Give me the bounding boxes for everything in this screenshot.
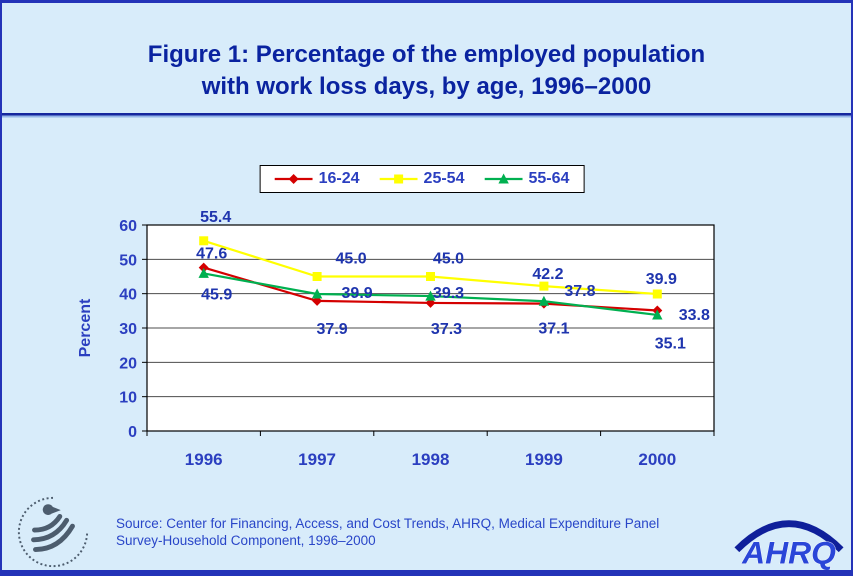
y-axis-tick-label: 30	[119, 321, 137, 338]
data-label: 37.8	[564, 283, 595, 300]
marker-square	[394, 174, 404, 184]
marker-square	[426, 272, 435, 281]
ahrq-logo-text: AHRQ	[741, 534, 836, 570]
marker-triangle	[198, 267, 209, 278]
data-label: 45.0	[433, 251, 464, 268]
data-label: 39.3	[433, 285, 464, 302]
x-axis-tick-label: 1997	[298, 450, 336, 469]
source-line2: Survey-Household Component, 1996–2000	[116, 533, 376, 548]
hhs-eagle-stripe	[33, 523, 75, 552]
marker-triangle	[425, 290, 436, 301]
title-divider-line	[2, 113, 851, 119]
hhs-eagle-head	[42, 504, 54, 515]
hhs-eagle-stripe	[32, 513, 63, 533]
x-axis-tick-label: 1998	[412, 450, 450, 469]
marker-triangle	[538, 295, 550, 306]
marker-diamond	[288, 174, 299, 184]
page-title: Figure 1: Percentage of the employed pop…	[2, 39, 851, 103]
marker-square	[199, 236, 209, 246]
legend-item-55-64: 55-64	[484, 170, 569, 188]
ahrq-logo: AHRQ	[734, 520, 844, 570]
y-axis-tick-label: 50	[119, 252, 137, 269]
data-label: 45.0	[336, 251, 367, 268]
legend-label: 25-54	[423, 170, 465, 187]
chart-legend: 16-24 25-54 55-64	[259, 165, 585, 193]
x-axis-tick-label: 1999	[525, 450, 563, 469]
line-chart: 0 10 20 30 40 50 60 1996 1997 1998 1999 2000 Percent…	[77, 209, 715, 469]
data-label: 47.6	[196, 246, 227, 263]
legend-item-25-54: 25-54	[379, 170, 465, 188]
hhs-logo	[17, 496, 89, 568]
y-axis-tick-label: 10	[119, 390, 137, 407]
data-label: 37.1	[538, 321, 569, 338]
y-axis-tick-label: 20	[119, 355, 137, 372]
ahrq-logo-arc	[734, 520, 844, 553]
data-label: 55.4	[200, 209, 231, 226]
y-axis-title: Percent	[77, 298, 94, 357]
data-label: 37.3	[431, 321, 462, 338]
source-note: Source: Center for Financing, Access, an…	[116, 515, 659, 549]
x-axis-tick-label: 2000	[638, 450, 676, 469]
data-label: 33.8	[679, 307, 710, 324]
hhs-eagle-stripe	[31, 517, 70, 543]
legend-item-16-24: 16-24	[274, 170, 360, 188]
legend-label: 55-64	[528, 170, 570, 187]
legend-marker-diamond	[274, 174, 313, 184]
data-label: 45.9	[201, 286, 232, 303]
data-label: 39.9	[342, 285, 373, 302]
x-axis-tick-label: 1996	[185, 450, 223, 469]
marker-square	[652, 289, 662, 299]
y-axis-tick-label: 60	[119, 218, 137, 235]
marker-triangle	[311, 288, 323, 299]
legend-marker-square	[379, 174, 418, 184]
source-line1: Source: Center for Financing, Access, an…	[116, 516, 660, 531]
hhs-eagle-beak	[52, 506, 61, 514]
data-label: 37.9	[317, 321, 348, 338]
title-line2: with work loss days, by age, 1996–2000	[201, 73, 652, 100]
y-axis-tick-label: 0	[128, 424, 137, 441]
legend-marker-triangle	[484, 173, 523, 184]
data-label: 35.1	[655, 335, 686, 352]
data-label: 42.2	[532, 266, 563, 283]
data-label: 39.9	[646, 271, 677, 288]
title-line1: Figure 1: Percentage of the employed pop…	[147, 41, 706, 68]
marker-triangle	[652, 309, 663, 320]
marker-square	[539, 281, 549, 291]
marker-triangle	[498, 173, 509, 184]
marker-diamond	[198, 262, 209, 273]
legend-label: 16-24	[318, 170, 360, 187]
hhs-seal-ring	[17, 496, 89, 568]
y-axis-tick-label: 40	[119, 287, 137, 304]
marker-square	[312, 272, 322, 281]
